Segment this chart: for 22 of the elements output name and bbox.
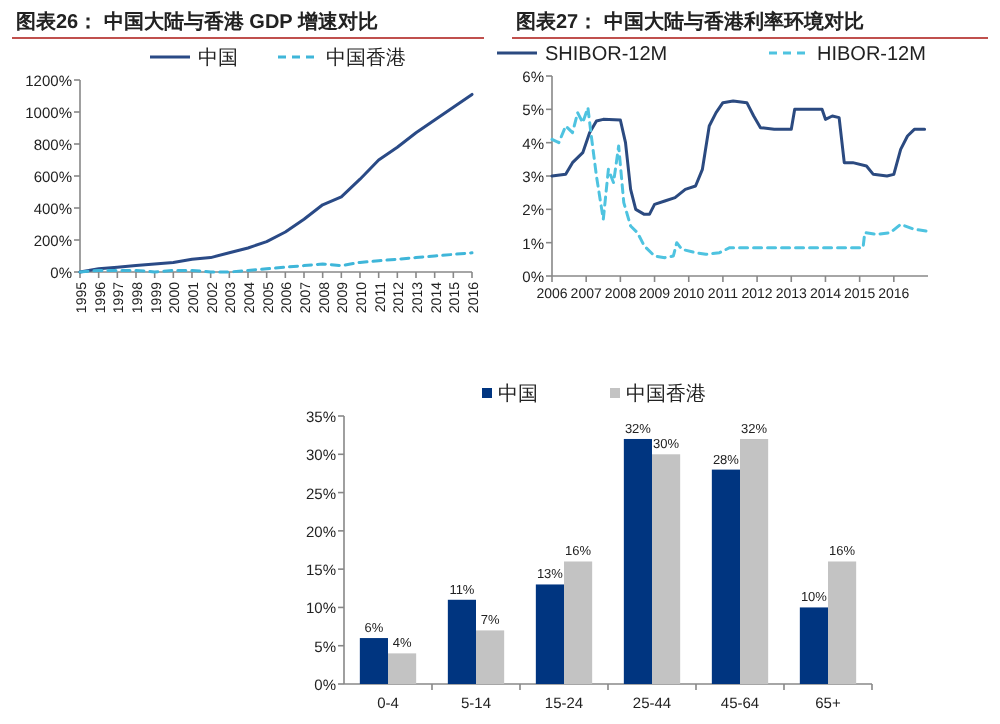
bar bbox=[359, 638, 388, 684]
bar bbox=[828, 561, 857, 684]
bar bbox=[564, 561, 593, 684]
chart-title: 图表26： 中国大陆与香港 GDP 增速对比 bbox=[16, 10, 378, 34]
bar bbox=[535, 584, 564, 684]
legend-label: SHIBOR-12M bbox=[545, 44, 668, 66]
legend-label: HIBOR-12M bbox=[817, 44, 926, 66]
line-series bbox=[550, 106, 928, 260]
bar bbox=[799, 607, 828, 684]
legend-label: 中国 bbox=[498, 382, 538, 406]
chart-title: 图表27： 中国大陆与香港利率环境对比 bbox=[516, 10, 864, 34]
legend-label: 中国香港 bbox=[626, 382, 706, 406]
bar bbox=[652, 454, 681, 684]
bar bbox=[740, 438, 769, 684]
bar bbox=[476, 630, 505, 684]
bar bbox=[388, 653, 417, 684]
line-series bbox=[550, 99, 927, 216]
bar bbox=[447, 599, 476, 684]
legend-label: 中国香港 bbox=[326, 46, 406, 70]
bar bbox=[711, 469, 740, 684]
legend-label: 中国 bbox=[198, 46, 238, 70]
bar bbox=[623, 438, 652, 684]
